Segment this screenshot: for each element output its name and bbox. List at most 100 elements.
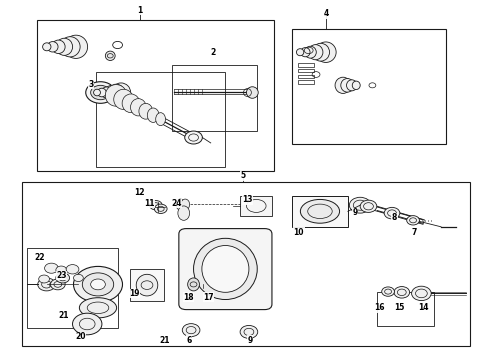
Ellipse shape <box>156 113 166 126</box>
Circle shape <box>384 207 400 219</box>
Ellipse shape <box>202 246 249 292</box>
Ellipse shape <box>56 38 73 55</box>
Bar <box>298 80 314 84</box>
Text: 11: 11 <box>144 199 155 208</box>
Bar <box>130 269 164 301</box>
Ellipse shape <box>316 42 336 62</box>
Ellipse shape <box>47 42 58 52</box>
Circle shape <box>56 266 67 274</box>
Circle shape <box>185 131 202 144</box>
Ellipse shape <box>114 89 133 109</box>
Ellipse shape <box>105 51 115 60</box>
Circle shape <box>107 54 113 58</box>
Text: 9: 9 <box>353 208 358 217</box>
Ellipse shape <box>60 37 80 57</box>
Text: 3: 3 <box>88 80 93 89</box>
FancyBboxPatch shape <box>179 229 272 310</box>
Ellipse shape <box>305 46 317 58</box>
Text: 21: 21 <box>159 336 170 345</box>
Text: 22: 22 <box>34 253 45 262</box>
Text: 6: 6 <box>186 336 191 345</box>
Text: 2: 2 <box>211 48 216 57</box>
Ellipse shape <box>111 83 131 102</box>
Text: 8: 8 <box>392 213 397 222</box>
Ellipse shape <box>101 87 112 98</box>
Circle shape <box>74 274 83 282</box>
Ellipse shape <box>147 108 159 122</box>
Circle shape <box>382 287 394 296</box>
Text: 17: 17 <box>203 292 214 302</box>
Ellipse shape <box>300 48 310 57</box>
Ellipse shape <box>64 35 88 58</box>
Bar <box>172 65 257 131</box>
Ellipse shape <box>79 298 117 318</box>
Text: 23: 23 <box>56 271 67 280</box>
Circle shape <box>407 216 419 225</box>
Ellipse shape <box>194 238 257 300</box>
Circle shape <box>149 201 162 210</box>
Bar <box>22 182 470 346</box>
Text: 24: 24 <box>171 199 182 208</box>
Circle shape <box>182 324 200 337</box>
Bar <box>298 75 314 78</box>
Ellipse shape <box>188 278 199 291</box>
Ellipse shape <box>352 81 360 90</box>
Ellipse shape <box>94 89 100 96</box>
Ellipse shape <box>308 45 323 60</box>
Bar <box>240 196 272 216</box>
Text: 7: 7 <box>412 228 416 237</box>
Circle shape <box>50 279 65 290</box>
Ellipse shape <box>300 199 340 223</box>
Ellipse shape <box>136 274 158 296</box>
Text: 1: 1 <box>137 5 142 14</box>
Ellipse shape <box>52 40 65 54</box>
Ellipse shape <box>108 84 124 101</box>
Ellipse shape <box>139 103 153 119</box>
Circle shape <box>56 273 70 283</box>
Bar <box>96 72 225 167</box>
Ellipse shape <box>178 206 190 220</box>
Ellipse shape <box>346 80 357 91</box>
Ellipse shape <box>335 77 351 94</box>
Circle shape <box>154 204 167 213</box>
Text: 5: 5 <box>240 171 245 180</box>
Text: 15: 15 <box>394 303 405 312</box>
Circle shape <box>45 263 58 273</box>
Circle shape <box>73 313 102 335</box>
Circle shape <box>74 266 122 302</box>
Text: 16: 16 <box>374 303 385 312</box>
Ellipse shape <box>105 85 127 106</box>
Circle shape <box>86 82 115 103</box>
Bar <box>37 20 274 171</box>
Text: 12: 12 <box>134 188 145 197</box>
Circle shape <box>91 279 105 290</box>
Text: 19: 19 <box>129 289 140 298</box>
Circle shape <box>91 85 110 100</box>
Bar <box>377 292 434 326</box>
Circle shape <box>38 278 55 291</box>
Circle shape <box>240 325 258 338</box>
Ellipse shape <box>130 99 146 116</box>
Text: 9: 9 <box>247 336 252 345</box>
Text: 18: 18 <box>183 292 194 302</box>
Ellipse shape <box>98 88 106 97</box>
Ellipse shape <box>104 85 118 100</box>
Ellipse shape <box>296 49 304 56</box>
Circle shape <box>412 286 431 301</box>
Ellipse shape <box>181 199 190 210</box>
Circle shape <box>349 197 371 213</box>
Bar <box>292 196 348 227</box>
Bar <box>298 69 314 72</box>
Circle shape <box>82 273 114 296</box>
Ellipse shape <box>312 43 330 61</box>
Text: 21: 21 <box>58 310 69 320</box>
Ellipse shape <box>122 94 140 113</box>
Circle shape <box>39 275 49 283</box>
Text: 10: 10 <box>294 228 304 237</box>
Text: 13: 13 <box>242 195 253 204</box>
Circle shape <box>66 265 79 274</box>
Bar <box>292 29 446 144</box>
Ellipse shape <box>43 43 51 51</box>
Ellipse shape <box>176 199 185 210</box>
Bar <box>298 63 314 67</box>
